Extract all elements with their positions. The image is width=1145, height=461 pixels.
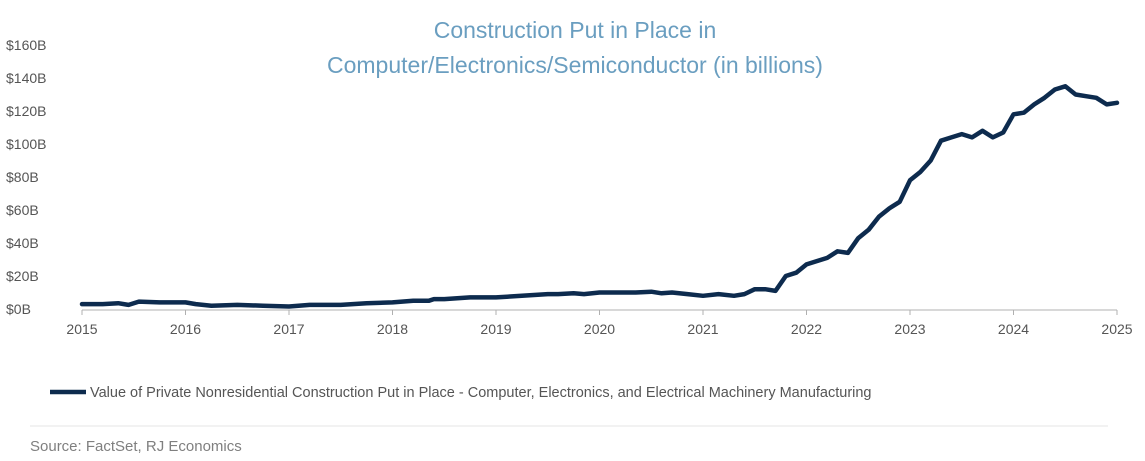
y-tick-label: $100B: [6, 136, 46, 152]
x-tick-label: 2021: [687, 321, 718, 337]
chart-title-line-2: Computer/Electronics/Semiconductor (in b…: [327, 52, 823, 78]
y-tick-label: $140B: [6, 70, 46, 86]
x-tick-label: 2018: [377, 321, 408, 337]
series-line: [79, 84, 1120, 309]
y-tick-label: $120B: [6, 103, 46, 119]
x-tick-label: 2022: [791, 321, 822, 337]
y-tick-label: $0B: [6, 301, 31, 317]
y-tick-label: $20B: [6, 268, 39, 284]
legend-label: Value of Private Nonresidential Construc…: [90, 385, 872, 401]
y-tick-label: $160B: [6, 37, 46, 53]
chart-title-line-1: Construction Put in Place in: [434, 17, 717, 43]
x-tick-label: 2017: [273, 321, 304, 337]
source-label: Source: FactSet, RJ Economics: [30, 438, 242, 455]
x-tick-label: 2015: [66, 321, 97, 337]
x-axis-tick-labels: 2015 2016 2017 2018 2019 2020 2021 2022 2023 2024…: [66, 321, 1132, 337]
x-axis-tick-marks: [81, 310, 1118, 315]
y-tick-label: $40B: [6, 235, 39, 251]
x-tick-label: 2023: [894, 321, 925, 337]
x-tick-label: 2024: [998, 321, 1029, 337]
x-tick-label: 2025: [1101, 321, 1132, 337]
y-tick-label: $60B: [6, 202, 39, 218]
x-tick-label: 2019: [480, 321, 511, 337]
y-axis-tick-labels: $0B $20B $40B $60B $80B $100B $120B $140B $160B: [6, 37, 46, 317]
x-tick-label: 2016: [170, 321, 201, 337]
y-tick-label: $80B: [6, 169, 39, 185]
x-tick-label: 2020: [584, 321, 615, 337]
